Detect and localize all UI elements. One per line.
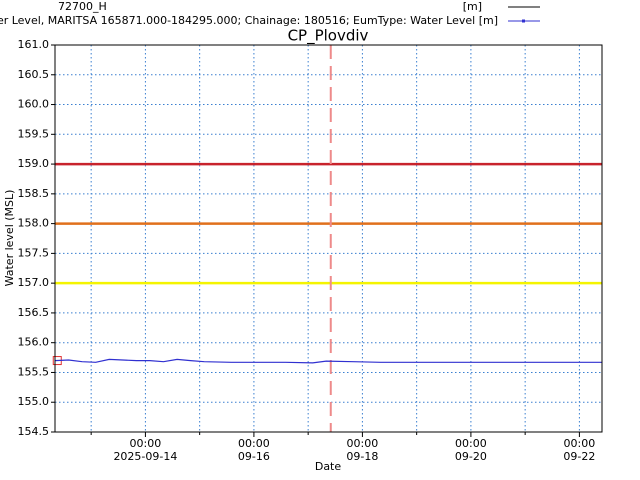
y-tick-label: 159.0 <box>18 157 50 170</box>
y-tick-label: 156.0 <box>18 336 50 349</box>
y-tick-label: 157.0 <box>18 276 50 289</box>
x-tick-label: 00:00 <box>347 437 379 450</box>
y-tick-label: 156.5 <box>18 306 50 319</box>
chart-title: CP_Plovdiv <box>288 27 369 46</box>
y-tick-label: 155.5 <box>18 365 50 378</box>
legend-label: Water Level, MARITSA 165871.000-184295.0… <box>0 14 498 27</box>
x-tick-label: 00:00 <box>130 437 162 450</box>
y-tick-label: 158.5 <box>18 187 50 200</box>
y-tick-label: 154.5 <box>18 425 50 438</box>
x-tick-label: 09-18 <box>346 450 378 463</box>
x-tick-label: 2025-09-14 <box>113 450 177 463</box>
y-tick-label: 160.0 <box>18 98 50 111</box>
series-line <box>54 358 602 364</box>
x-tick-label: 00:00 <box>564 437 596 450</box>
y-tick-label: 157.5 <box>18 246 50 259</box>
y-tick-label: 160.5 <box>18 68 50 81</box>
x-tick-label: 09-22 <box>563 450 595 463</box>
plot-frame <box>54 44 603 433</box>
legend-label: [m] <box>463 0 482 13</box>
y-tick-label: 155.0 <box>18 395 50 408</box>
y-tick-label: 161.0 <box>18 38 50 51</box>
y-tick-label: 159.5 <box>18 127 50 140</box>
header-label: 72700_H <box>58 0 107 13</box>
x-axis-label: Date <box>315 460 342 473</box>
y-axis-label: Water level (MSL) <box>3 190 16 287</box>
x-tick-label: 09-20 <box>455 450 487 463</box>
x-tick-label: 09-16 <box>238 450 270 463</box>
y-tick-label: 158.0 <box>18 217 50 230</box>
legend-marker <box>522 19 525 23</box>
x-tick-label: 00:00 <box>455 437 487 450</box>
x-tick-label: 00:00 <box>238 437 270 450</box>
